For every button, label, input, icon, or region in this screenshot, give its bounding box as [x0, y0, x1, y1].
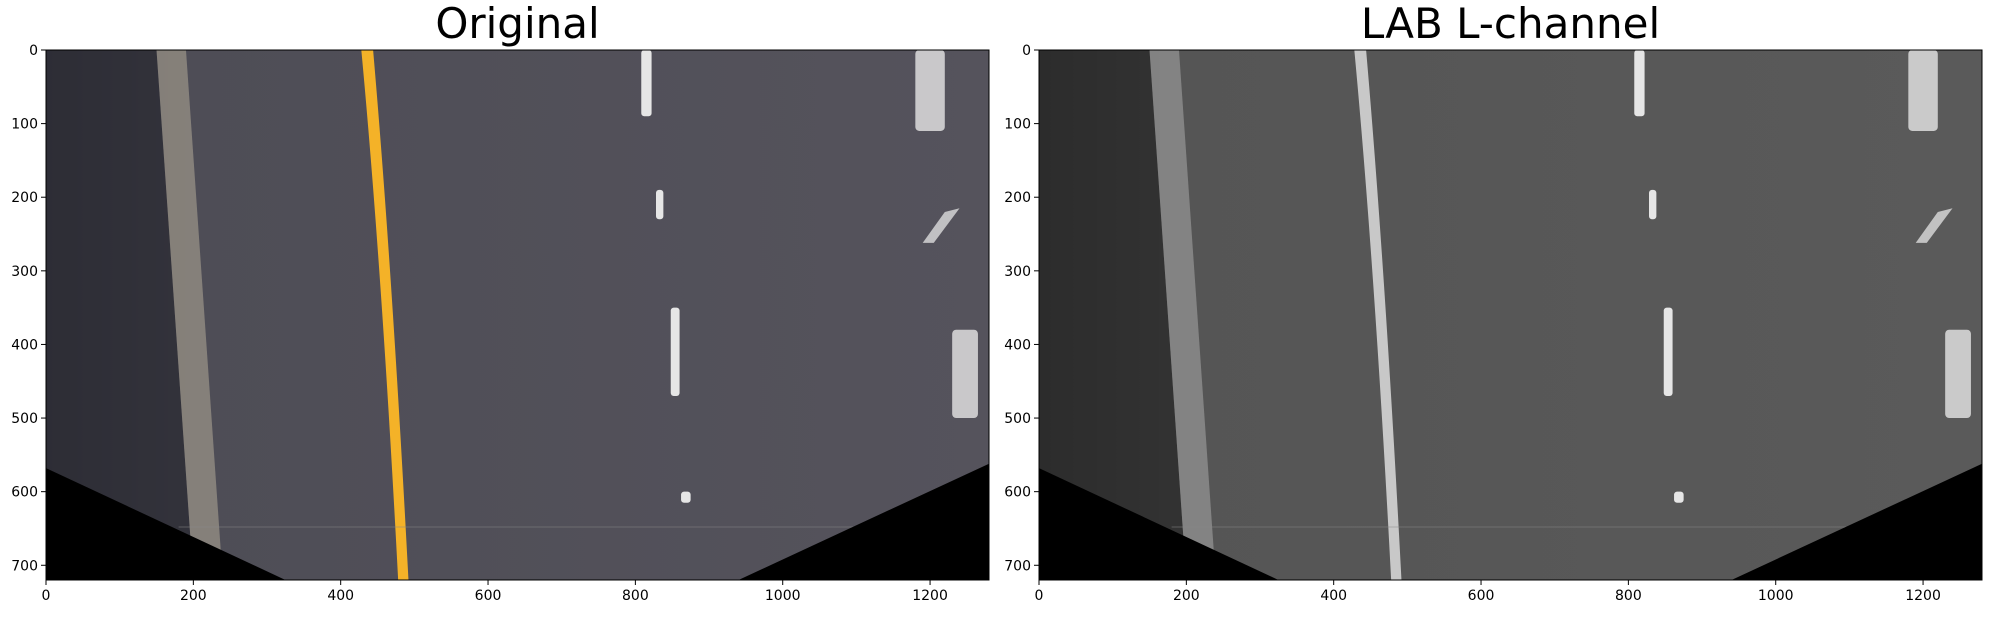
y-tick-label: 0	[29, 43, 38, 59]
left-verge	[1039, 50, 1187, 580]
x-tick-label: 1200	[1905, 588, 1941, 604]
y-tick-label: 300	[1004, 264, 1031, 280]
x-tick-label: 600	[475, 588, 502, 604]
warp-mask-left	[46, 468, 286, 580]
y-tick-label: 0	[1022, 43, 1031, 59]
left-lane-line	[1354, 50, 1402, 580]
left-lane-line	[361, 50, 409, 580]
right-lane-dash	[1649, 189, 1657, 220]
y-tick-label: 200	[11, 190, 38, 206]
axes-frame	[1038, 49, 1983, 581]
y-tick-label: 500	[11, 411, 38, 427]
x-tick-label: 600	[1468, 588, 1495, 604]
right-lane-dash	[1674, 491, 1684, 503]
y-tick-label: 700	[11, 558, 38, 574]
x-tick-label: 1200	[912, 588, 948, 604]
x-tick-label: 1000	[765, 588, 801, 604]
y-tick-label: 100	[1004, 117, 1031, 133]
left-verge	[46, 50, 194, 580]
image-2	[1039, 50, 1982, 580]
x-tick-label: 0	[42, 588, 51, 604]
y-tick-label: 600	[1004, 485, 1031, 501]
far-right-marking	[1908, 50, 1938, 131]
x-tick-label: 200	[180, 588, 207, 604]
y-tick-label: 400	[1004, 337, 1031, 353]
far-right-marking	[922, 208, 960, 243]
x-tick-label: 400	[1320, 588, 1347, 604]
panel-2: 0 200 400 600 800 1000 1200 0 100 200 300 400 500 600…	[1004, 0, 1983, 604]
x-tick-label: 200	[1173, 588, 1200, 604]
warp-mask-right	[738, 463, 989, 580]
far-right-marking	[1945, 329, 1971, 419]
axes-frame	[45, 49, 990, 581]
x-tick-label: 800	[1615, 588, 1642, 604]
right-lane-dash	[1663, 307, 1673, 396]
far-right-marking	[1915, 208, 1953, 243]
x-tick-label: 0	[1035, 588, 1044, 604]
y-tick-label: 100	[11, 117, 38, 133]
right-lane-dash	[656, 189, 664, 220]
y-tick-label: 700	[1004, 558, 1031, 574]
shoulder	[1149, 50, 1216, 580]
y-tick-label: 600	[11, 485, 38, 501]
x-tick-label: 1000	[1758, 588, 1794, 604]
image-1	[46, 50, 989, 580]
panel-1: 0 200 400 600 800 1000 1200 0 100 200 300 400 500 600…	[11, 0, 990, 604]
right-lane-dash	[641, 50, 652, 117]
warp-mask-left	[1039, 468, 1279, 580]
far-right-marking	[915, 50, 945, 131]
x-tick-label: 400	[327, 588, 354, 604]
x-tick-label: 800	[622, 588, 649, 604]
panel-title: LAB L-channel	[1361, 0, 1660, 48]
right-lane-dash	[1634, 50, 1645, 117]
y-tick-label: 400	[11, 337, 38, 353]
y-tick-label: 300	[11, 264, 38, 280]
warp-mask-right	[1731, 463, 1982, 580]
right-lane-dash	[670, 307, 680, 396]
right-lane-dash	[681, 491, 691, 503]
shoulder	[156, 50, 223, 580]
far-right-marking	[952, 329, 978, 419]
y-tick-label: 200	[1004, 190, 1031, 206]
panel-title: Original	[435, 0, 599, 48]
y-tick-label: 500	[1004, 411, 1031, 427]
